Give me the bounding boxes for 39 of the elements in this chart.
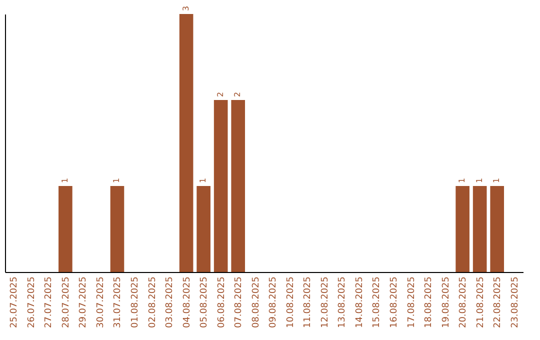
x-tick-label: 27.07.2025 [44,276,54,328]
x-tick-label: 10.08.2025 [286,276,296,328]
x-tick-label: 23.08.2025 [510,276,520,328]
x-tick-label: 03.08.2025 [165,276,176,328]
x-tick-label: 29.07.2025 [78,276,89,328]
x-tick-label: 31.07.2025 [113,276,124,328]
data-label: 1 [474,178,484,183]
data-label: 1 [198,178,208,183]
x-tick-label: 09.08.2025 [268,276,279,328]
x-tick-label: 06.08.2025 [216,276,227,328]
x-tick-label: 21.08.2025 [476,276,486,328]
x-tick-label: 22.08.2025 [493,276,504,328]
x-tick-label: 28.07.2025 [61,276,72,328]
data-label: 1 [492,178,502,183]
data-label: 2 [233,92,242,97]
x-tick-label: 16.08.2025 [390,276,400,328]
x-tick-label: 12.08.2025 [320,276,330,328]
x-tick-label: 07.08.2025 [234,276,244,328]
data-label: 2 [216,92,225,97]
x-tick-label: 17.08.2025 [406,276,417,328]
x-tick-label: 11.08.2025 [303,276,314,328]
x-tick-label: 20.08.2025 [458,276,469,328]
x-tick-label: 13.08.2025 [338,276,348,328]
data-label: 1 [458,178,467,183]
x-tick-label: 02.08.2025 [148,276,158,328]
data-label: 3 [181,6,190,11]
x-tick-label: 14.08.2025 [354,276,365,328]
x-tick-label: 01.08.2025 [130,276,140,328]
x-tick-label: 30.07.2025 [96,276,106,328]
x-tick-label: 26.07.2025 [26,276,37,328]
x-tick-label: 18.08.2025 [424,276,434,328]
data-label: 1 [112,178,122,183]
data-label: 1 [60,178,70,183]
x-tick-label: 08.08.2025 [251,276,262,328]
x-tick-label: 04.08.2025 [182,276,192,328]
x-tick-label: 05.08.2025 [200,276,210,328]
x-tick-label: 19.08.2025 [441,276,452,328]
x-tick-label: 15.08.2025 [372,276,382,328]
x-tick-label: 25.07.2025 [10,276,20,328]
